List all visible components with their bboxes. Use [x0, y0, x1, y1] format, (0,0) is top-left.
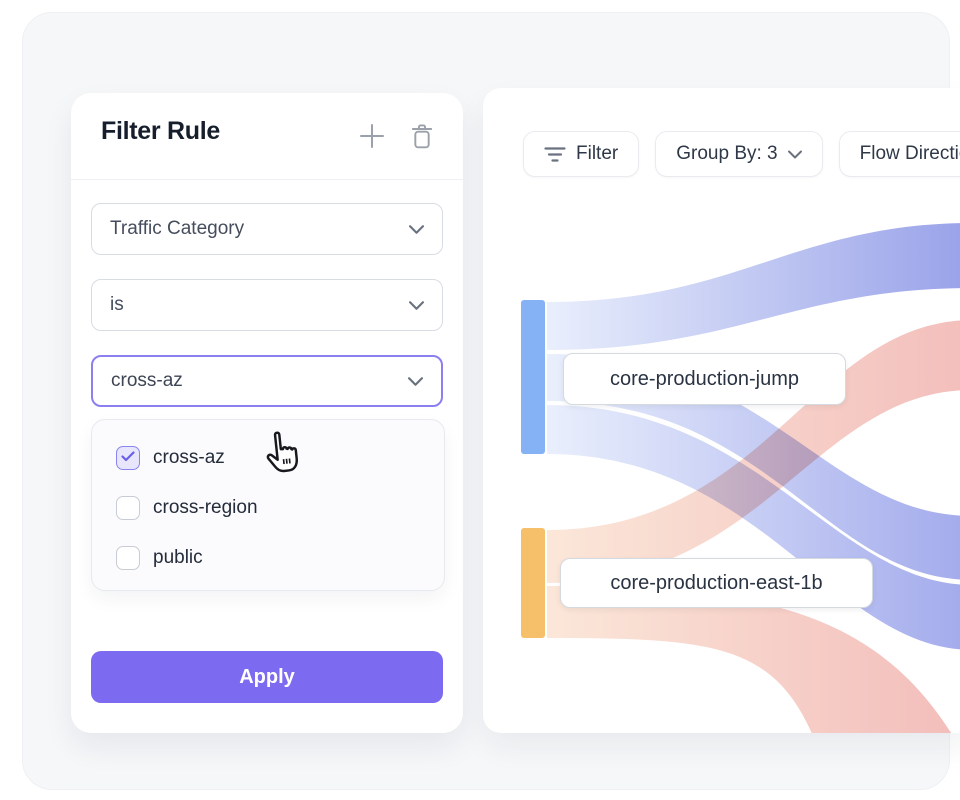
card-title: Filter Rule	[101, 117, 220, 145]
filter-button-label: Filter	[576, 143, 619, 164]
chevron-down-icon	[409, 300, 424, 310]
group-by-button[interactable]: Group By: 3	[655, 131, 823, 177]
filter-icon	[544, 146, 566, 163]
flow-blue-up[interactable]	[547, 223, 960, 350]
plus-icon	[358, 122, 386, 155]
apply-button[interactable]: Apply	[91, 651, 443, 703]
node-label-text: core-production-jump	[610, 367, 799, 390]
flow-toolbar: Filter Group By: 3 Flow Direction	[523, 131, 960, 177]
flow-blue-middle[interactable]	[547, 354, 960, 580]
delete-rule-button[interactable]	[407, 123, 437, 153]
node-blue[interactable]	[521, 300, 545, 454]
value-select[interactable]: cross-az	[91, 355, 443, 407]
flow-node-label-jump[interactable]: core-production-jump	[563, 353, 846, 405]
option-label: cross-az	[153, 447, 225, 468]
node-orange[interactable]	[521, 528, 545, 638]
flow-orange-down[interactable]	[547, 586, 953, 733]
option-label: cross-region	[153, 497, 258, 518]
flow-direction-button[interactable]: Flow Direction	[838, 131, 960, 177]
divider	[71, 179, 463, 180]
checkbox-checked[interactable]	[116, 446, 140, 470]
node-label-text: core-production-east-1b	[610, 571, 823, 594]
checkbox-unchecked[interactable]	[116, 496, 140, 520]
operator-select[interactable]: is	[91, 279, 443, 331]
option-cross-region[interactable]: cross-region	[92, 483, 444, 533]
chevron-down-icon	[408, 376, 423, 386]
filter-button[interactable]: Filter	[523, 131, 640, 177]
sankey-flow-diagram	[521, 223, 960, 733]
app-container: Filter Rule Traffic Category	[22, 12, 960, 790]
value-select-value: cross-az	[111, 370, 183, 391]
field-select-value: Traffic Category	[110, 218, 245, 239]
option-cross-az[interactable]: cross-az	[92, 433, 444, 483]
value-options-dropdown: cross-az cross-region public	[91, 419, 445, 591]
chevron-down-icon	[409, 224, 424, 234]
flow-node-label-east-1b[interactable]: core-production-east-1b	[560, 558, 873, 608]
option-label: public	[153, 547, 203, 568]
checkbox-unchecked[interactable]	[116, 546, 140, 570]
group-by-label: Group By: 3	[676, 143, 778, 164]
option-public[interactable]: public	[92, 533, 444, 583]
operator-select-value: is	[110, 294, 124, 315]
chevron-down-icon	[787, 150, 802, 159]
flow-orange-up[interactable]	[547, 320, 960, 583]
checkmark-icon	[121, 449, 135, 467]
flow-direction-label: Flow Direction	[859, 143, 960, 164]
flow-visualization-panel: Filter Group By: 3 Flow Direction core-p…	[483, 88, 960, 733]
field-select[interactable]: Traffic Category	[91, 203, 443, 255]
add-rule-button[interactable]	[357, 123, 387, 153]
trash-icon	[409, 122, 435, 155]
filter-rule-card: Filter Rule Traffic Category	[71, 93, 463, 733]
